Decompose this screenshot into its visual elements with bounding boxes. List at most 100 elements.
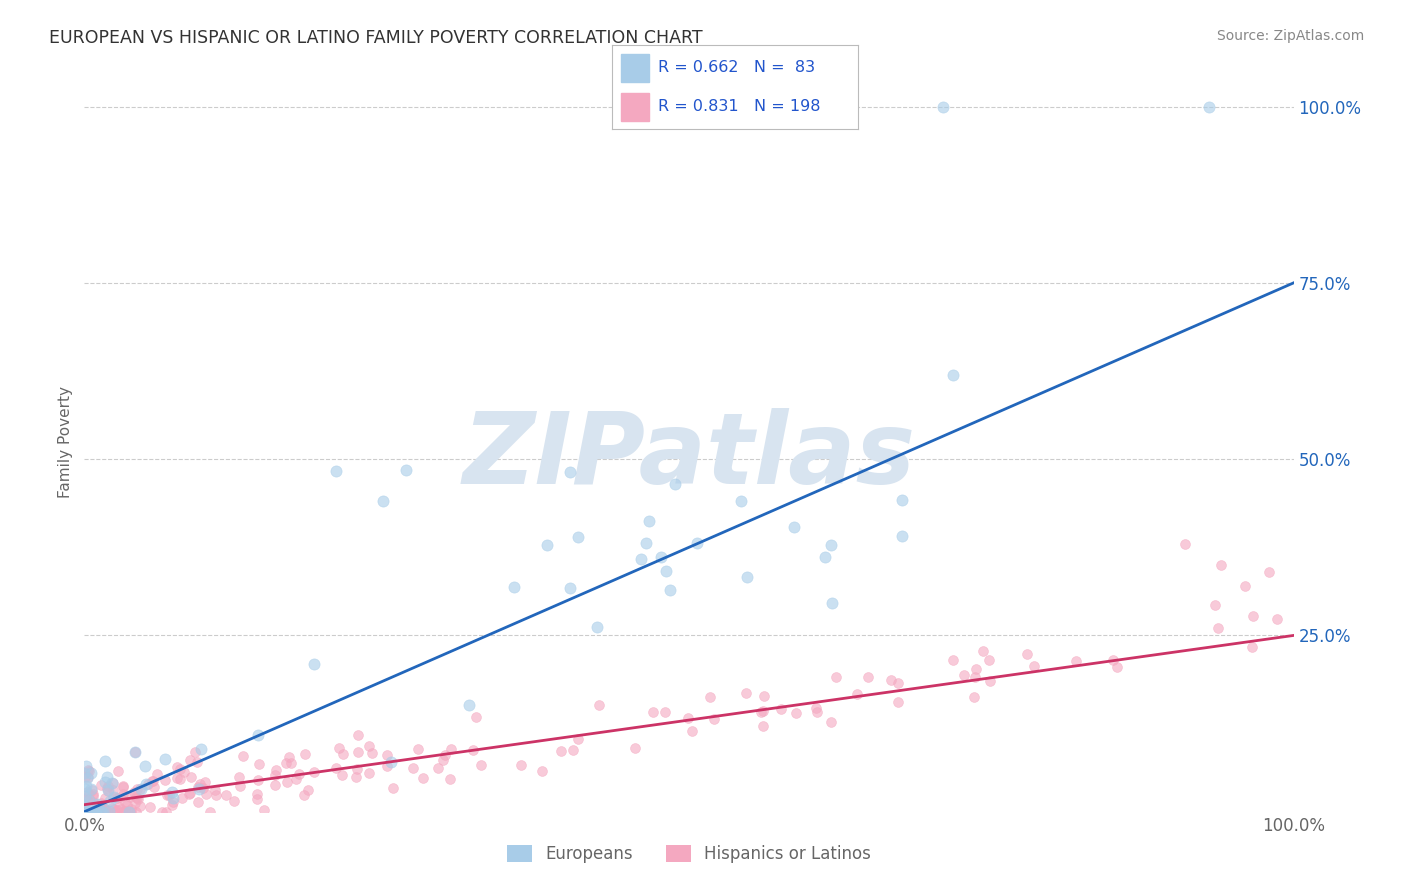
Point bbox=[76, 805, 98, 819]
Point bbox=[344, 770, 367, 784]
Point bbox=[129, 798, 152, 813]
Point bbox=[83, 805, 105, 819]
Point bbox=[103, 803, 125, 817]
Point bbox=[205, 788, 228, 802]
Point bbox=[162, 785, 184, 799]
Point bbox=[332, 747, 354, 761]
Point bbox=[531, 764, 554, 779]
Point bbox=[624, 740, 647, 755]
Point bbox=[804, 700, 827, 714]
Text: R = 0.831   N = 198: R = 0.831 N = 198 bbox=[658, 98, 821, 113]
Point bbox=[1204, 598, 1226, 612]
Point bbox=[588, 698, 610, 712]
Point bbox=[82, 805, 104, 819]
Point bbox=[434, 748, 457, 763]
Point bbox=[371, 494, 394, 508]
Point bbox=[75, 779, 97, 793]
Point bbox=[228, 779, 250, 793]
Point bbox=[650, 550, 672, 565]
Point bbox=[83, 805, 105, 819]
Point bbox=[73, 805, 96, 819]
Point bbox=[107, 764, 129, 779]
Text: EUROPEAN VS HISPANIC OR LATINO FAMILY POVERTY CORRELATION CHART: EUROPEAN VS HISPANIC OR LATINO FAMILY PO… bbox=[49, 29, 703, 46]
Point bbox=[285, 772, 308, 786]
Point bbox=[76, 805, 98, 819]
Point bbox=[187, 780, 209, 795]
Point bbox=[681, 724, 703, 739]
Point bbox=[118, 790, 141, 805]
Point bbox=[73, 805, 96, 819]
Point bbox=[749, 705, 772, 719]
Point bbox=[890, 529, 912, 543]
Point bbox=[80, 805, 103, 819]
Point bbox=[752, 704, 775, 718]
Point bbox=[246, 787, 269, 801]
Point bbox=[562, 743, 585, 757]
Point bbox=[162, 791, 184, 805]
Point bbox=[347, 745, 370, 759]
Point bbox=[638, 515, 661, 529]
Point bbox=[464, 709, 486, 723]
Point bbox=[1017, 647, 1039, 661]
Bar bbox=[621, 93, 648, 120]
Point bbox=[77, 770, 100, 784]
Point bbox=[395, 463, 418, 477]
Point bbox=[664, 477, 686, 491]
Point bbox=[127, 792, 149, 806]
Point bbox=[125, 791, 148, 805]
Point bbox=[94, 805, 117, 819]
Point bbox=[360, 746, 382, 760]
Point bbox=[79, 805, 101, 819]
Point bbox=[194, 775, 217, 789]
Point bbox=[118, 805, 141, 819]
Point bbox=[253, 803, 276, 817]
Point bbox=[856, 670, 879, 684]
Point bbox=[169, 762, 191, 776]
Point bbox=[328, 740, 350, 755]
Point bbox=[76, 805, 98, 819]
Point bbox=[110, 802, 132, 816]
Point bbox=[120, 805, 142, 819]
Point bbox=[103, 775, 125, 789]
Point bbox=[183, 745, 205, 759]
Point bbox=[156, 789, 179, 803]
Point bbox=[288, 767, 311, 781]
Point bbox=[247, 772, 270, 787]
Point bbox=[190, 742, 212, 756]
Point bbox=[536, 537, 558, 551]
Point bbox=[1064, 654, 1087, 668]
Point bbox=[142, 780, 165, 794]
Point bbox=[73, 798, 96, 813]
Point bbox=[139, 800, 162, 814]
Point bbox=[97, 783, 120, 797]
Point bbox=[136, 777, 159, 791]
Point bbox=[1174, 537, 1197, 551]
Point bbox=[141, 774, 163, 789]
Point bbox=[111, 779, 134, 793]
Point bbox=[94, 754, 117, 768]
Point bbox=[658, 582, 681, 597]
Point bbox=[277, 750, 299, 764]
Point bbox=[380, 755, 402, 769]
Point bbox=[134, 759, 156, 773]
Point bbox=[80, 783, 103, 797]
Point bbox=[188, 777, 211, 791]
Point bbox=[73, 805, 96, 819]
Point bbox=[124, 745, 146, 759]
Point bbox=[101, 789, 124, 804]
Point bbox=[157, 789, 180, 803]
Point bbox=[274, 756, 297, 770]
Y-axis label: Family Poverty: Family Poverty bbox=[58, 385, 73, 498]
Point bbox=[150, 805, 173, 819]
Point bbox=[503, 580, 526, 594]
Point bbox=[783, 520, 806, 534]
Point bbox=[77, 787, 100, 801]
Point bbox=[108, 800, 131, 814]
Point bbox=[162, 798, 184, 813]
Point bbox=[821, 596, 844, 610]
Point bbox=[263, 768, 285, 782]
Point bbox=[346, 762, 368, 776]
Point bbox=[97, 780, 120, 794]
Point bbox=[84, 805, 107, 819]
Point bbox=[965, 669, 987, 683]
